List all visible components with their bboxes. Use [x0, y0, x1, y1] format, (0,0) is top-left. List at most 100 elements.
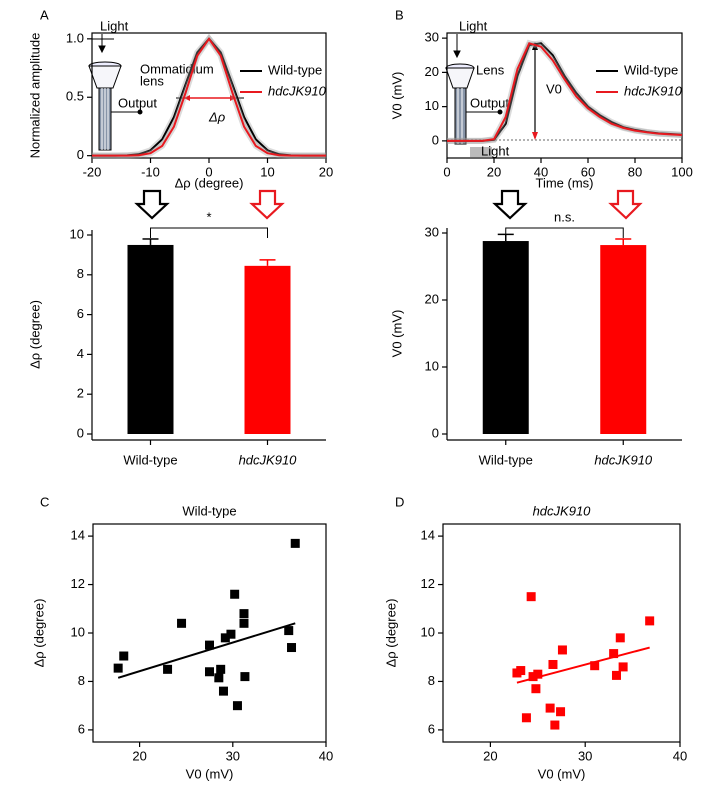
y-axis-label: Δρ (degree)	[383, 599, 398, 668]
scatter-point	[230, 589, 240, 599]
y-axis-label: V0 (mV)	[389, 72, 404, 120]
scatter-point	[615, 633, 625, 643]
annotation: lens	[140, 73, 164, 88]
y-tick-label: 6	[78, 721, 85, 736]
scatter-point	[590, 661, 600, 671]
scatter-point	[205, 667, 214, 677]
x-tick-label: Wild-type	[123, 452, 177, 467]
scatter-point	[177, 618, 187, 628]
x-tick-label: 40	[534, 164, 548, 179]
scatter-point	[205, 640, 214, 650]
y-tick-label: 10	[70, 226, 84, 241]
stimulus-box	[470, 147, 492, 157]
schematic-a	[88, 34, 143, 151]
scatter-point	[239, 618, 249, 628]
scatter-point	[214, 673, 224, 683]
y-tick-label: 10	[425, 358, 439, 373]
x-tick-label: 20	[487, 164, 501, 179]
y-tick-label: 0	[432, 132, 439, 147]
y-tick-label: 0.5	[66, 89, 84, 104]
x-tick-label: hdcJK910	[594, 452, 653, 467]
y-tick-label: 14	[71, 528, 85, 543]
y-tick-label: 14	[421, 528, 435, 543]
scatter-point	[618, 662, 628, 672]
annotation: Output	[470, 95, 509, 110]
scatter-point	[226, 629, 236, 639]
x-tick-label: 0	[205, 164, 212, 179]
y-tick-label: 0	[77, 425, 84, 440]
x-tick-label: 40	[319, 748, 333, 763]
legend-label: Wild-type	[268, 62, 322, 77]
y-tick-label: 10	[425, 98, 439, 113]
scatter-point	[163, 664, 173, 674]
scatter-point	[287, 643, 297, 653]
bar	[482, 241, 529, 434]
y-tick-label: 30	[425, 224, 439, 239]
bar	[600, 245, 647, 434]
y-tick-label: 0	[77, 147, 84, 162]
fwhm-arrow	[176, 95, 244, 101]
x-tick-label: 60	[581, 164, 595, 179]
x-axis-label: Time (ms)	[535, 175, 593, 190]
x-tick-label: 30	[226, 748, 240, 763]
scatter-point	[528, 672, 538, 682]
scatter-point	[216, 664, 226, 674]
x-tick-label: 20	[319, 164, 333, 179]
y-tick-label: 6	[428, 721, 435, 736]
legend-label: hdcJK910	[624, 83, 683, 98]
legend-label: Wild-type	[624, 62, 678, 77]
y-tick-label: 2	[77, 386, 84, 401]
fit-line	[516, 646, 650, 684]
annotation: Lens	[476, 62, 505, 77]
annotation: V0	[546, 81, 562, 96]
y-tick-label: 8	[428, 673, 435, 688]
y-tick-label: 12	[421, 576, 435, 591]
y-tick-label: 10	[421, 624, 435, 639]
scatter-point	[239, 609, 249, 619]
x-axis-label: V0 (mV)	[186, 766, 234, 781]
y-tick-label: 0	[432, 425, 439, 440]
significance-bracket	[505, 227, 624, 238]
scatter-point	[240, 672, 250, 682]
schematic-b	[445, 34, 503, 145]
annotation: Output	[118, 95, 157, 110]
scatter-point	[516, 666, 526, 676]
scatter-point	[218, 686, 228, 696]
scatter-point	[521, 713, 531, 723]
chart-title: Wild-type	[182, 503, 236, 518]
scatter-point	[290, 538, 300, 548]
legend-label: hdcJK910	[268, 83, 327, 98]
y-tick-label: 30	[425, 30, 439, 45]
y-tick-label: 8	[78, 673, 85, 688]
x-tick-label: 0	[443, 164, 450, 179]
scatter-point	[557, 645, 567, 655]
significance-label: *	[206, 209, 211, 224]
annotation: Light	[459, 18, 488, 33]
scatter-point	[645, 616, 655, 626]
scatter-point	[548, 659, 558, 669]
scatter-point	[550, 720, 560, 730]
annotation: Δρ	[208, 109, 226, 124]
plot-frame	[446, 32, 683, 159]
x-tick-label: 40	[673, 748, 687, 763]
v0-arrow	[532, 42, 538, 140]
line-series	[92, 37, 326, 157]
x-tick-label: 30	[578, 748, 592, 763]
y-axis-label: V0 (mV)	[389, 310, 404, 358]
x-tick-label: -10	[141, 164, 160, 179]
x-axis-label: V0 (mV)	[538, 766, 586, 781]
scatter-point	[119, 651, 129, 661]
scatter-point	[113, 663, 123, 673]
scatter-point	[232, 701, 242, 711]
x-tick-label: 20	[483, 748, 497, 763]
bar	[244, 265, 291, 434]
scatter-point	[533, 669, 543, 679]
panel-label: B	[395, 7, 404, 22]
scatter-point	[609, 649, 619, 659]
x-tick-label: Wild-type	[479, 452, 533, 467]
scatter-point	[284, 626, 294, 636]
annotation: Light	[481, 143, 510, 158]
scatter-point	[220, 633, 230, 643]
y-tick-label: 1.0	[66, 30, 84, 45]
